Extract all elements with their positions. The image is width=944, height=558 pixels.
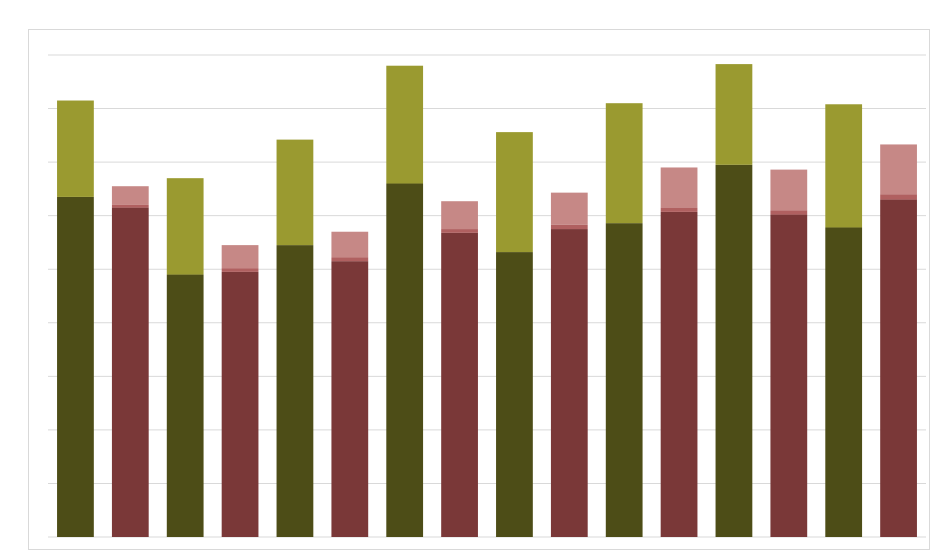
- bar-11-segment-2: [605, 103, 643, 224]
- bar-12-segment-1: [660, 211, 698, 538]
- bar-8-segment-1: [441, 232, 478, 538]
- bar-1-segment-1: [57, 196, 94, 538]
- bar-12-segment-2: [660, 207, 698, 212]
- bar-3-segment-1: [166, 274, 204, 537]
- bar-16-segment-1: [880, 199, 917, 537]
- bar-11-segment-1: [605, 223, 643, 537]
- bar-6-segment-2: [331, 257, 369, 262]
- bar-9-segment-1: [496, 252, 533, 537]
- bar-13-segment-1: [715, 164, 753, 538]
- bar-15-segment-1: [825, 227, 863, 537]
- bar-13-segment-2: [715, 64, 753, 165]
- bar-14-segment-1: [770, 214, 808, 537]
- bar-5-segment-2: [276, 139, 314, 246]
- bar-2-segment-3: [111, 186, 149, 205]
- bar-5-segment-1: [276, 245, 314, 537]
- bar-3-segment-2: [166, 178, 204, 275]
- bar-16-segment-3: [880, 144, 917, 195]
- bar-8-segment-2: [441, 229, 478, 233]
- bar-7-segment-2: [386, 65, 424, 184]
- bar-8-segment-3: [441, 201, 478, 230]
- bar-10-segment-2: [550, 224, 588, 230]
- bar-4-segment-1: [221, 271, 259, 537]
- bar-14-segment-2: [770, 210, 808, 215]
- bar-10-segment-1: [550, 229, 588, 537]
- bar-2-segment-1: [111, 207, 149, 537]
- bar-6-segment-3: [331, 231, 369, 258]
- bar-7-segment-1: [386, 183, 424, 537]
- bar-4-segment-3: [221, 245, 259, 269]
- bar-4-segment-2: [221, 268, 259, 272]
- bar-6-segment-1: [331, 261, 369, 537]
- bar-10-segment-3: [550, 192, 588, 225]
- bar-15-segment-2: [825, 104, 863, 228]
- bar-1-segment-2: [57, 100, 94, 197]
- bar-9-segment-2: [496, 132, 533, 253]
- bar-12-segment-3: [660, 167, 698, 208]
- bar-14-segment-3: [770, 169, 808, 211]
- bar-2-segment-2: [111, 204, 149, 208]
- bar-16-segment-2: [880, 194, 917, 200]
